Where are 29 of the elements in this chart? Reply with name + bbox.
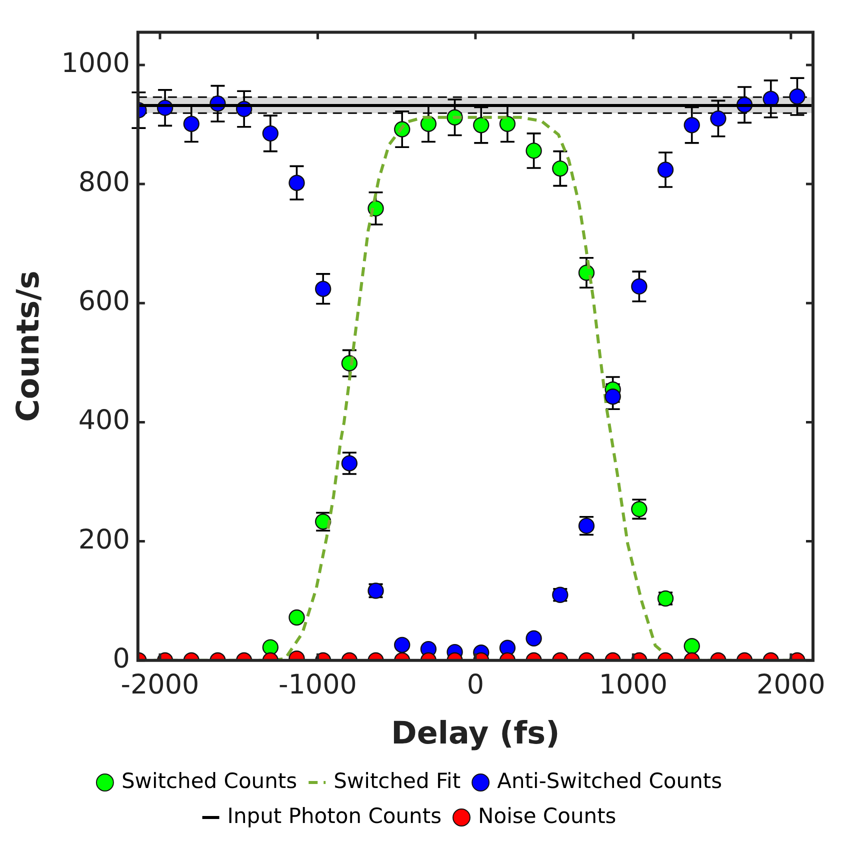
point — [631, 278, 648, 295]
y-tick-label: 600 — [78, 286, 130, 318]
point — [710, 110, 726, 127]
legend-label: Anti-Switched Counts — [497, 768, 722, 793]
x-tick-label: 1000 — [598, 670, 668, 701]
point — [262, 125, 279, 142]
point — [183, 116, 200, 132]
y-tick-label: 200 — [78, 524, 130, 556]
point — [288, 174, 305, 191]
point — [314, 280, 332, 297]
point — [552, 160, 568, 177]
legend-label: Switched Fit — [334, 768, 461, 793]
y-tick-label: 400 — [78, 405, 130, 436]
point — [684, 116, 700, 134]
point — [657, 162, 674, 178]
legend-label: Noise Counts — [478, 804, 616, 828]
legend-label: Switched Counts — [121, 768, 298, 793]
legend-label: Input Photon Counts — [227, 804, 442, 828]
y-tick-label: 1000 — [61, 48, 130, 79]
x-tick-label: -1000 — [278, 670, 357, 701]
x-axis-title: Delay (fs) — [391, 715, 560, 752]
point — [499, 116, 516, 132]
point — [526, 142, 542, 159]
point — [789, 88, 806, 105]
x-tick-label: 0 — [466, 670, 484, 701]
y-axis-title: Counts/s — [10, 270, 47, 422]
x-tick-label: 2000 — [756, 670, 826, 701]
point — [473, 116, 490, 134]
y-tick-label: 800 — [78, 167, 130, 198]
